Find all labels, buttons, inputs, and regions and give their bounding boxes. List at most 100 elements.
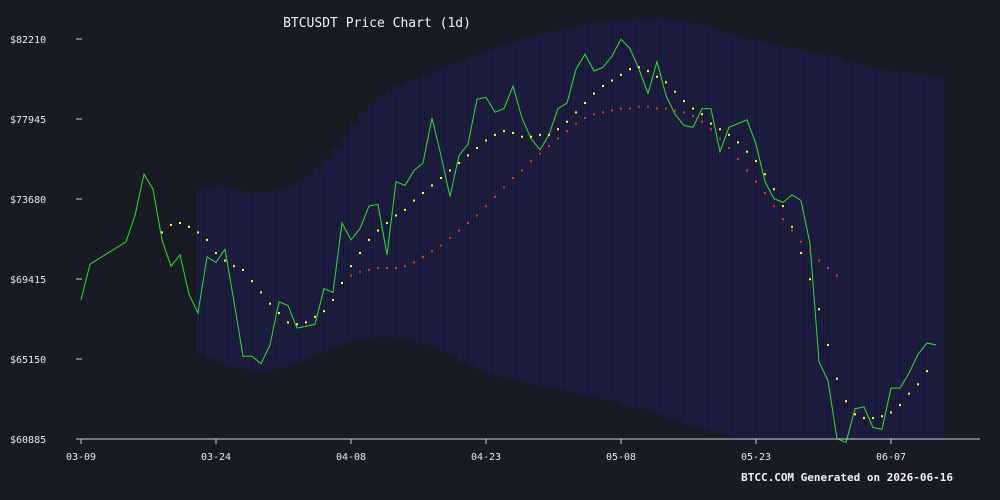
ma_short-point <box>296 323 298 326</box>
y-tick-label: $82210 <box>10 35 46 46</box>
ma_short-point <box>611 79 613 82</box>
ma_short-point <box>224 259 226 262</box>
ma_short-point <box>764 173 766 176</box>
ma_long-point <box>773 205 775 208</box>
ma_short-point <box>539 133 541 136</box>
x-tick-label: 03-24 <box>201 452 231 463</box>
ma_long-point <box>764 191 766 194</box>
ma_short-point <box>503 130 505 133</box>
ma_long-point <box>656 107 658 110</box>
ma_long-point <box>827 267 829 270</box>
ma_short-point <box>638 66 640 69</box>
ma_short-point <box>755 160 757 163</box>
ma_long-point <box>503 186 505 189</box>
ma_short-point <box>548 133 550 136</box>
ma_short-point <box>215 252 217 255</box>
ma_short-point <box>458 161 460 164</box>
ma_short-point <box>287 321 289 324</box>
ma_short-point <box>251 280 253 283</box>
ma_short-point <box>719 128 721 131</box>
ma_long-point <box>548 145 550 148</box>
ma_short-point <box>305 321 307 324</box>
ma_short-point <box>260 291 262 294</box>
ma_short-point <box>593 92 595 95</box>
ma_short-point <box>233 265 235 268</box>
ma_short-point <box>809 278 811 281</box>
ma_long-point <box>404 265 406 268</box>
x-tick-label: 06-07 <box>876 452 906 463</box>
ma_short-point <box>242 268 244 271</box>
ma_short-point <box>701 113 703 116</box>
ma_short-point <box>692 107 694 110</box>
ma_long-point <box>512 176 514 179</box>
ma_long-point <box>476 214 478 217</box>
ma_long-point <box>683 111 685 114</box>
y-tick-label: $60885 <box>10 435 46 446</box>
y-tick-label: $69415 <box>10 275 46 286</box>
ma_short-point <box>530 135 532 138</box>
ma_short-point <box>197 231 199 234</box>
ma_long-point <box>701 120 703 123</box>
ma_long-point <box>710 128 712 131</box>
ma_short-point <box>827 343 829 346</box>
ma_short-point <box>602 85 604 88</box>
ma_long-point <box>431 250 433 253</box>
ma_short-point <box>557 128 559 131</box>
ma_short-point <box>170 223 172 226</box>
ma_short-point <box>863 417 865 420</box>
ma_long-point <box>674 109 676 112</box>
ma_short-point <box>854 413 856 416</box>
ma_short-point <box>710 122 712 125</box>
ma_short-point <box>179 222 181 225</box>
ma_short-point <box>728 133 730 136</box>
ma_long-point <box>377 267 379 270</box>
ma_short-point <box>278 312 280 315</box>
ma_short-point <box>818 308 820 311</box>
ma_short-point <box>422 191 424 194</box>
ma_short-point <box>512 131 514 134</box>
ma_long-point <box>647 105 649 108</box>
ma_long-point <box>737 158 739 161</box>
ma_short-point <box>431 184 433 187</box>
ma_short-point <box>737 141 739 144</box>
ma_long-point <box>800 240 802 243</box>
ma_short-point <box>206 238 208 241</box>
ma_short-point <box>584 101 586 104</box>
ma_short-point <box>872 417 874 420</box>
ma_short-point <box>440 176 442 179</box>
ma_long-point <box>449 237 451 240</box>
x-tick-label: 04-23 <box>471 452 501 463</box>
y-tick-label: $65150 <box>10 355 46 366</box>
ma_short-point <box>521 135 523 138</box>
ma_short-point <box>485 139 487 142</box>
ma_short-point <box>836 377 838 380</box>
ma_short-point <box>917 383 919 386</box>
ma_long-point <box>818 259 820 262</box>
ma_long-point <box>719 137 721 140</box>
ma_long-point <box>665 107 667 110</box>
ma_short-point <box>773 188 775 191</box>
ma_short-point <box>386 222 388 225</box>
ma_short-point <box>800 252 802 255</box>
ma_short-point <box>467 154 469 157</box>
ma_long-point <box>602 111 604 114</box>
x-tick-label: 05-08 <box>606 452 636 463</box>
ma_long-point <box>629 107 631 110</box>
ma_long-point <box>566 130 568 133</box>
ma_long-point <box>584 116 586 119</box>
ma_short-point <box>656 75 658 78</box>
ma_long-point <box>539 152 541 155</box>
ma_short-point <box>575 111 577 114</box>
ma_long-point <box>728 146 730 149</box>
ma_long-point <box>836 274 838 277</box>
chart-footer: BTCC.COM Generated on 2026-06-16 <box>741 471 953 484</box>
ma_long-point <box>422 255 424 258</box>
ma_short-point <box>890 411 892 414</box>
price-line <box>80 38 937 444</box>
ma_long-point <box>809 250 811 253</box>
ma_short-point <box>350 265 352 268</box>
ma_short-point <box>404 208 406 211</box>
